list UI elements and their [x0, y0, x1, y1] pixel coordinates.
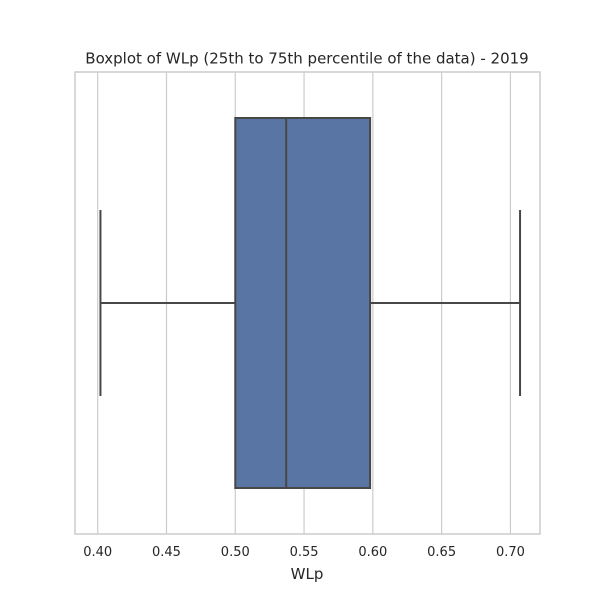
x-axis-label: WLp — [291, 565, 324, 583]
chart-title: Boxplot of WLp (25th to 75th percentile … — [85, 50, 528, 68]
interquartile-box — [234, 117, 372, 489]
plot-frame — [74, 71, 541, 535]
x-tick-label-0: 0.40 — [83, 545, 112, 560]
x-tick-label-3: 0.55 — [290, 545, 319, 560]
x-tick-label-5: 0.65 — [427, 545, 456, 560]
x-tick-label-1: 0.45 — [152, 545, 181, 560]
x-tick-label-4: 0.60 — [358, 545, 387, 560]
x-tick-label-6: 0.70 — [496, 545, 525, 560]
box-plot — [99, 117, 522, 489]
x-tick-label-2: 0.50 — [221, 545, 250, 560]
x-tick-labels: 0.40 0.45 0.50 0.55 0.60 0.65 0.70 — [83, 545, 525, 560]
